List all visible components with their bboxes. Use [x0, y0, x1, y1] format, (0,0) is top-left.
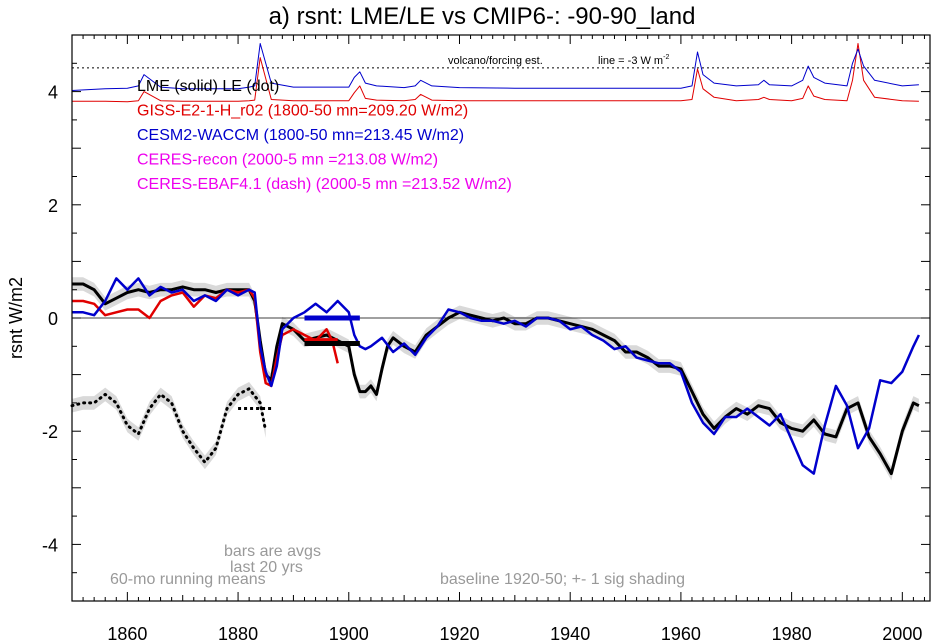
series-line-3 [72, 277, 921, 475]
y-tick-label: -2 [42, 422, 58, 442]
volcano-panel [71, 43, 930, 103]
x-tick-label: 2000 [882, 624, 922, 641]
bars-note-line1: bars are avgs [224, 543, 321, 560]
x-tick-label: 1980 [772, 624, 812, 641]
series-line-1 [70, 387, 268, 464]
x-tick-label: 1960 [661, 624, 701, 641]
legend: LME (solid) LE (dot) GISS-E2-1-H_r02 (180… [137, 78, 512, 193]
x-tick-label: 1920 [439, 624, 479, 641]
shading-layer [72, 277, 919, 481]
volcano-note-text: line = -3 W m [598, 55, 663, 67]
running-means-note: 60-mo running means [110, 571, 266, 588]
legend-entry: GISS-E2-1-H_r02 (1800-50 mn=209.20 W/m2) [137, 103, 468, 120]
baseline-note: baseline 1920-50; +- 1 sig shading [440, 571, 685, 588]
series-line-4 [72, 43, 919, 103]
volcano-note-sup: -2 [663, 54, 669, 61]
volcano-label: volcano/forcing est. [448, 55, 543, 67]
series-line-0 [72, 282, 920, 476]
y-tick-label: -4 [42, 535, 58, 555]
x-tick-label: 1900 [329, 624, 369, 641]
x-axis: 1860 1880 1900 1920 1940 1960 1980 2000 [71, 35, 925, 641]
legend-entry: CERES-recon (2000-5 mn =213.08 W/m2) [137, 152, 438, 169]
legend-entry: CERES-EBAF4.1 (dash) (2000-5 mn =213.52 … [137, 176, 512, 193]
sigma-shading-1 [72, 382, 266, 470]
legend-entry: LME (solid) LE (dot) [137, 78, 279, 95]
x-tick-label: 1940 [550, 624, 590, 641]
legend-entry: CESM2-WACCM (1800-50 mn=213.45 W/m2) [137, 127, 464, 144]
series-layer [70, 277, 921, 476]
series-line-5 [71, 43, 919, 91]
chart-title: a) rsnt: LME/LE vs CMIP6-: -90-90_land [269, 3, 696, 30]
y-axis: -4 -2 0 2 4 [42, 34, 930, 602]
bars-note-line2: last 20 yrs [230, 559, 303, 576]
y-tick-label: 4 [48, 83, 58, 103]
y-tick-label: 0 [48, 309, 58, 329]
x-tick-label: 1860 [107, 624, 147, 641]
y-axis-label: rsnt W/m2 [6, 277, 26, 359]
avg-bars-layer [238, 315, 360, 411]
x-tick-label: 1880 [218, 624, 258, 641]
y-tick-label: 2 [48, 196, 58, 216]
volcano-note: line = -3 W m-2 [598, 54, 669, 67]
